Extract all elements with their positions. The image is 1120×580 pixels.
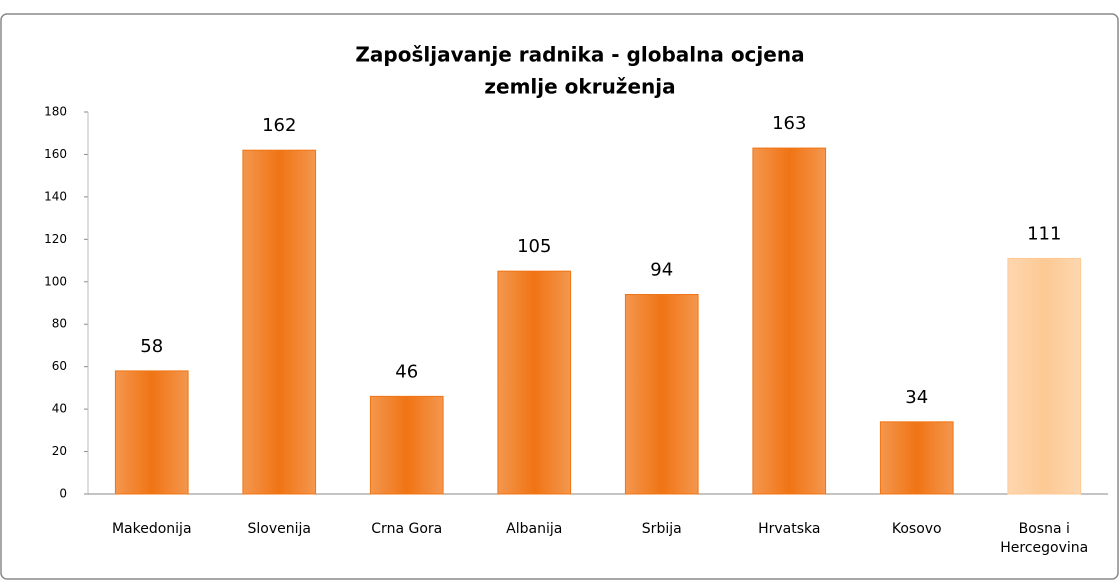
- bar: [497, 270, 572, 495]
- y-tick-label: 100: [44, 274, 67, 288]
- bar: [624, 294, 699, 495]
- x-tick-label: Hrvatska: [758, 521, 821, 537]
- x-tick-label: Bosna i Hercegovina: [1000, 521, 1089, 556]
- value-label: 94: [650, 260, 673, 281]
- bar: [369, 395, 444, 495]
- bar: [1007, 257, 1082, 495]
- y-tick-label: 120: [44, 232, 67, 246]
- value-label: 162: [262, 115, 296, 136]
- value-label: 105: [517, 236, 551, 257]
- y-tick-label: 60: [52, 359, 67, 373]
- x-tick-label: Makedonija: [111, 521, 192, 537]
- value-label: 111: [1027, 223, 1061, 244]
- y-tick-label: 180: [44, 105, 67, 119]
- x-tick-label: Srbija: [641, 521, 682, 537]
- x-tick-label: Kosovo: [891, 521, 942, 537]
- bar: [752, 147, 827, 495]
- chart-title: Zapošljavanje radnika - globalna ocjena: [355, 43, 804, 67]
- y-tick-label: 40: [52, 402, 67, 416]
- bar: [114, 370, 189, 495]
- x-tick-label: Albanija: [506, 521, 563, 537]
- chart-title: zemlje okruženja: [484, 75, 675, 99]
- value-label: 46: [395, 361, 418, 382]
- y-tick-label: 0: [59, 487, 67, 501]
- x-tick-label: Crna Gora: [371, 521, 443, 537]
- value-label: 163: [772, 113, 806, 134]
- y-tick-label: 20: [52, 444, 67, 458]
- bar: [879, 421, 954, 495]
- x-tick-label: Slovenija: [247, 521, 311, 537]
- value-label: 34: [905, 387, 928, 408]
- value-label: 58: [140, 336, 163, 357]
- y-tick-label: 140: [44, 189, 67, 203]
- y-tick-label: 80: [52, 317, 67, 331]
- y-tick-label: 160: [44, 147, 67, 161]
- bar: [242, 149, 317, 495]
